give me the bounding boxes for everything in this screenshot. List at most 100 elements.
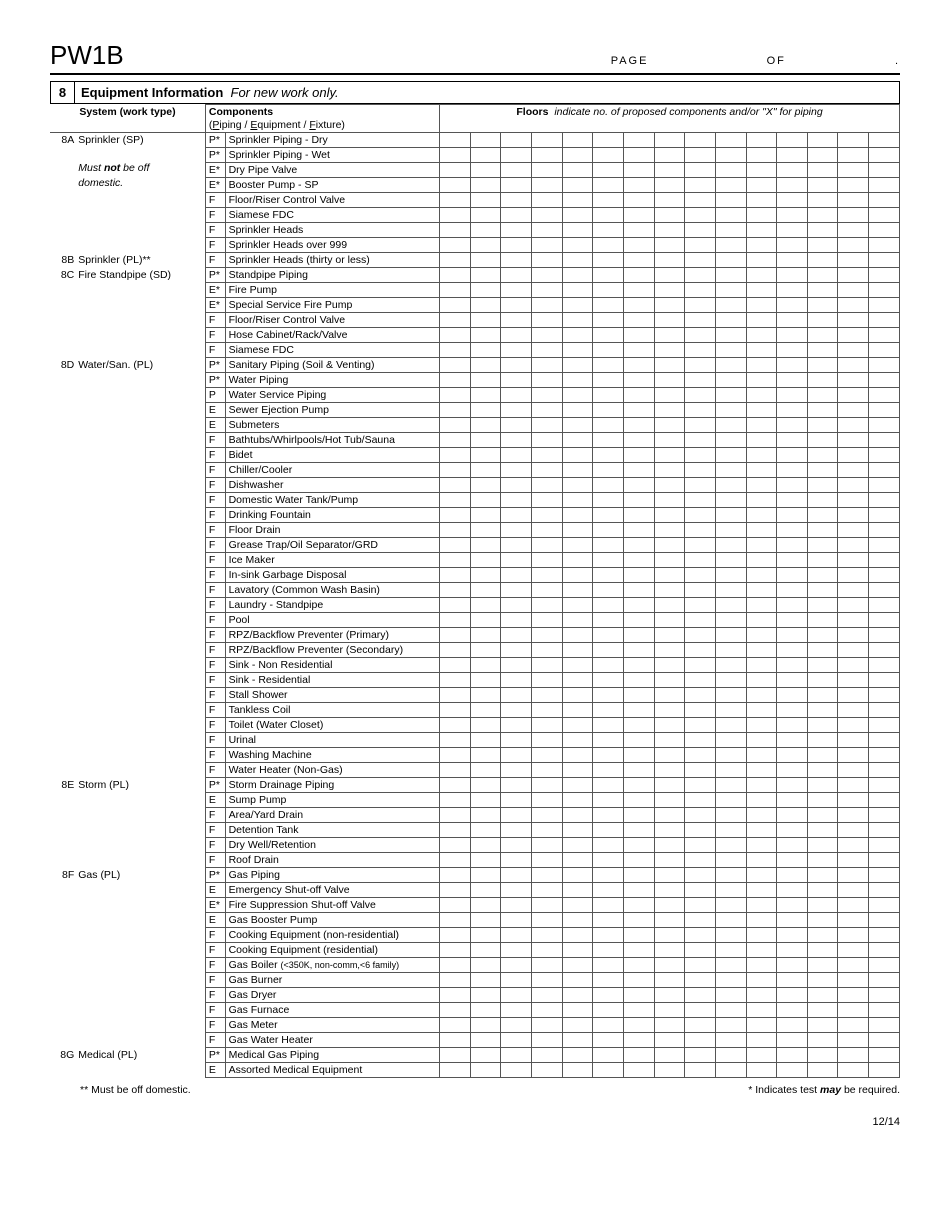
floor-cell[interactable] — [623, 193, 654, 208]
floor-cell[interactable] — [807, 478, 838, 493]
floor-cell[interactable] — [777, 1063, 808, 1078]
floor-cell[interactable] — [654, 418, 685, 433]
floor-cell[interactable] — [869, 463, 900, 478]
floor-cell[interactable] — [838, 688, 869, 703]
floor-cell[interactable] — [532, 163, 563, 178]
floor-cell[interactable] — [532, 823, 563, 838]
floor-cell[interactable] — [715, 163, 746, 178]
floor-cell[interactable] — [869, 778, 900, 793]
floor-cell[interactable] — [532, 703, 563, 718]
floor-cell[interactable] — [532, 598, 563, 613]
floor-cell[interactable] — [562, 673, 593, 688]
floor-cell[interactable] — [807, 673, 838, 688]
floor-cell[interactable] — [654, 613, 685, 628]
floor-cell[interactable] — [501, 778, 532, 793]
floor-cell[interactable] — [685, 178, 716, 193]
floor-cell[interactable] — [838, 673, 869, 688]
floor-cell[interactable] — [746, 193, 777, 208]
floor-cell[interactable] — [440, 523, 471, 538]
floor-cell[interactable] — [777, 613, 808, 628]
floor-cell[interactable] — [623, 388, 654, 403]
floor-cell[interactable] — [440, 493, 471, 508]
floor-cell[interactable] — [470, 913, 501, 928]
floor-cell[interactable] — [838, 328, 869, 343]
floor-cell[interactable] — [869, 343, 900, 358]
floor-cell[interactable] — [685, 583, 716, 598]
floor-cell[interactable] — [715, 148, 746, 163]
floor-cell[interactable] — [562, 553, 593, 568]
floor-cell[interactable] — [685, 658, 716, 673]
floor-cell[interactable] — [593, 283, 624, 298]
floor-cell[interactable] — [807, 508, 838, 523]
floor-cell[interactable] — [532, 928, 563, 943]
floor-cell[interactable] — [440, 433, 471, 448]
floor-cell[interactable] — [654, 1003, 685, 1018]
floor-cell[interactable] — [869, 223, 900, 238]
floor-cell[interactable] — [623, 748, 654, 763]
floor-cell[interactable] — [593, 883, 624, 898]
floor-cell[interactable] — [623, 988, 654, 1003]
floor-cell[interactable] — [532, 793, 563, 808]
floor-cell[interactable] — [501, 388, 532, 403]
floor-cell[interactable] — [562, 538, 593, 553]
floor-cell[interactable] — [746, 853, 777, 868]
floor-cell[interactable] — [440, 733, 471, 748]
floor-cell[interactable] — [685, 808, 716, 823]
floor-cell[interactable] — [623, 958, 654, 973]
floor-cell[interactable] — [685, 598, 716, 613]
floor-cell[interactable] — [838, 733, 869, 748]
floor-cell[interactable] — [593, 343, 624, 358]
floor-cell[interactable] — [807, 868, 838, 883]
floor-cell[interactable] — [746, 808, 777, 823]
floor-cell[interactable] — [623, 868, 654, 883]
floor-cell[interactable] — [470, 313, 501, 328]
floor-cell[interactable] — [623, 418, 654, 433]
floor-cell[interactable] — [532, 673, 563, 688]
floor-cell[interactable] — [562, 388, 593, 403]
floor-cell[interactable] — [623, 898, 654, 913]
floor-cell[interactable] — [838, 898, 869, 913]
floor-cell[interactable] — [746, 388, 777, 403]
floor-cell[interactable] — [777, 673, 808, 688]
floor-cell[interactable] — [470, 928, 501, 943]
floor-cell[interactable] — [532, 388, 563, 403]
floor-cell[interactable] — [715, 478, 746, 493]
floor-cell[interactable] — [654, 973, 685, 988]
floor-cell[interactable] — [440, 793, 471, 808]
floor-cell[interactable] — [715, 793, 746, 808]
floor-cell[interactable] — [593, 373, 624, 388]
floor-cell[interactable] — [838, 943, 869, 958]
floor-cell[interactable] — [746, 868, 777, 883]
floor-cell[interactable] — [470, 583, 501, 598]
floor-cell[interactable] — [562, 598, 593, 613]
floor-cell[interactable] — [501, 463, 532, 478]
floor-cell[interactable] — [807, 628, 838, 643]
floor-cell[interactable] — [593, 808, 624, 823]
floor-cell[interactable] — [470, 373, 501, 388]
floor-cell[interactable] — [838, 1063, 869, 1078]
floor-cell[interactable] — [440, 133, 471, 148]
floor-cell[interactable] — [623, 133, 654, 148]
floor-cell[interactable] — [470, 343, 501, 358]
floor-cell[interactable] — [869, 1048, 900, 1063]
floor-cell[interactable] — [532, 343, 563, 358]
floor-cell[interactable] — [838, 193, 869, 208]
floor-cell[interactable] — [593, 778, 624, 793]
floor-cell[interactable] — [715, 538, 746, 553]
floor-cell[interactable] — [777, 883, 808, 898]
floor-cell[interactable] — [838, 223, 869, 238]
floor-cell[interactable] — [593, 943, 624, 958]
floor-cell[interactable] — [746, 163, 777, 178]
floor-cell[interactable] — [654, 628, 685, 643]
floor-cell[interactable] — [838, 1018, 869, 1033]
floor-cell[interactable] — [807, 148, 838, 163]
floor-cell[interactable] — [532, 253, 563, 268]
floor-cell[interactable] — [593, 898, 624, 913]
floor-cell[interactable] — [470, 463, 501, 478]
floor-cell[interactable] — [440, 688, 471, 703]
floor-cell[interactable] — [869, 148, 900, 163]
floor-cell[interactable] — [562, 223, 593, 238]
floor-cell[interactable] — [470, 133, 501, 148]
floor-cell[interactable] — [440, 1003, 471, 1018]
floor-cell[interactable] — [807, 178, 838, 193]
